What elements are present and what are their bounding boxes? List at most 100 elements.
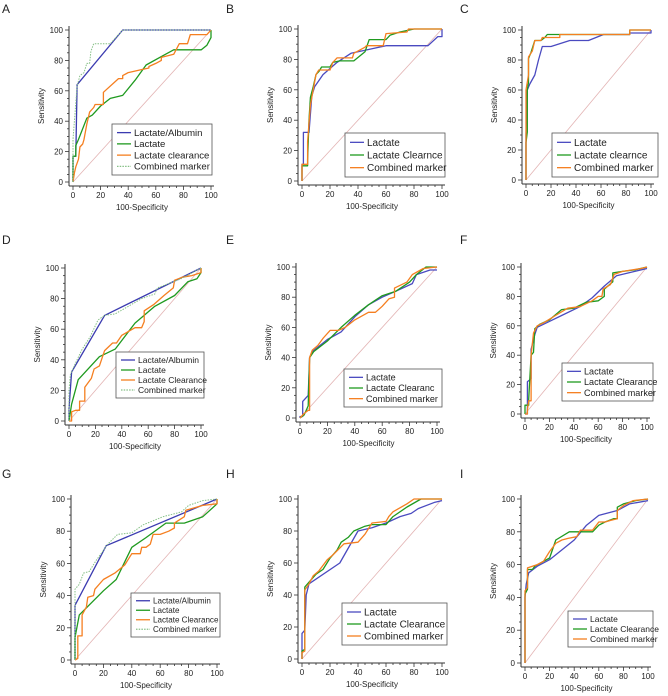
y-tick-label: 40 [506,351,515,360]
y-axis-label: Sensitivity [489,563,498,599]
y-tick-label: 0 [61,656,66,665]
roc-panel-c: C 0 20 40 60 80 100 0 20 40 60 80 100 100-Specificity… [460,2,659,210]
y-tick-label: 60 [283,559,292,568]
x-tick-label: 60 [156,669,165,678]
y-tick-label: 100 [279,495,293,504]
roc-curve-combined-marker [524,498,649,663]
roc-panel-f: F 0 20 40 60 80 100 0 20 40 60 80 100 100-Specificity… [460,233,657,444]
legend-label: Lactate [364,608,397,619]
y-tick-label: 40 [50,356,59,365]
y-tick-label: 60 [506,561,515,570]
legend-label: Lactate Clearnce [367,151,443,162]
legend-label: Lactate [590,614,618,624]
legend-label: Lactate/Albumin [134,128,202,139]
x-tick-label: 0 [524,189,529,198]
roc-panel-b: B 0 20 40 60 80 100 0 20 40 60 80 100 100-Specificity… [226,2,449,211]
roc-curve-combined-marker [525,29,651,180]
panel-letter: C [460,2,469,16]
x-tick-label: 100 [641,672,655,681]
x-axis-label: 100-Specificity [560,684,612,693]
y-tick-label: 0 [288,177,293,186]
x-tick-label: 20 [91,430,100,439]
y-axis-label: Sensitivity [489,322,498,358]
roc-curve-combined-marker [525,266,648,415]
x-tick-label: 100 [194,430,208,439]
x-tick-label: 80 [410,190,419,199]
legend-label: Lactate [367,138,400,149]
x-tick-label: 20 [323,427,332,436]
x-axis-label: 100-Specificity [342,439,394,448]
x-tick-label: 0 [67,430,72,439]
legend-label: Lactate [584,367,614,377]
roc-panel-i: I 0 20 40 60 80 100 0 20 40 60 80 100 100-Specificity… [460,467,659,693]
y-tick-label: 40 [56,592,65,601]
x-tick-label: 0 [73,669,78,678]
reference-line [68,267,202,422]
y-tick-label: 40 [283,591,292,600]
x-axis-label: 100-Specificity [562,201,614,210]
x-tick-label: 40 [354,190,363,199]
panel-letter: G [2,467,11,481]
roc-curve-lactate [74,499,218,660]
x-tick-label: 60 [594,672,603,681]
x-tick-label: 100 [210,669,224,678]
y-tick-label: 80 [283,55,292,64]
y-tick-label: 60 [56,559,65,568]
roc-curve-lactate-clearance [74,499,218,661]
legend-label: Combined marker [134,162,211,173]
reference-line [299,266,438,419]
legend-label: Combined marker [584,388,656,398]
x-tick-label: 60 [597,189,606,198]
x-tick-label: 40 [572,189,581,198]
reference-line [301,28,443,182]
x-tick-label: 60 [382,668,391,677]
x-tick-label: 0 [523,672,528,681]
x-tick-label: 40 [124,191,133,200]
x-tick-label: 40 [117,430,126,439]
legend-label: Combined marker [367,163,447,174]
x-tick-label: 20 [326,668,335,677]
y-tick-label: 40 [283,116,292,125]
legend-label: Lactate Clearance [153,616,219,625]
x-tick-label: 20 [96,191,105,200]
y-tick-label: 80 [283,527,292,536]
x-tick-label: 100 [435,190,449,199]
y-tick-label: 20 [283,147,292,156]
y-tick-label: 80 [281,293,290,302]
roc-curve-lactate [72,30,212,182]
y-tick-label: 80 [56,527,65,536]
legend-label: Lactate [138,365,166,375]
reference-line [525,29,652,181]
y-tick-label: 0 [286,414,291,423]
x-tick-label: 0 [71,191,76,200]
x-tick-label: 100 [435,668,449,677]
roc-curve-combined-marker [299,266,438,419]
x-axis-label: 100-Specificity [346,680,398,689]
roc-panel-a: A 0 20 40 60 80 100 0 20 40 60 80 100 100-Specificity… [2,2,218,212]
y-tick-label: 60 [507,86,516,95]
y-tick-label: 60 [281,323,290,332]
roc-panel-h: H 0 20 40 60 80 100 0 20 40 60 80 100 100-Specificity… [226,467,449,689]
y-tick-label: 100 [52,495,66,504]
roc-curve-lactate-clearance [69,268,202,422]
panel-letter: F [460,233,467,247]
legend-label: Lactate Clearance [364,620,446,631]
x-tick-label: 100 [644,189,658,198]
x-tick-label: 20 [99,669,108,678]
x-tick-label: 100 [204,191,218,200]
x-tick-label: 0 [300,668,305,677]
y-tick-label: 100 [503,26,517,35]
y-tick-label: 100 [46,264,60,273]
x-axis-label: 100-Specificity [109,442,161,451]
roc-curve-combined-marker [301,498,442,659]
panel-letter: D [2,233,11,247]
y-tick-label: 60 [283,86,292,95]
y-axis-label: Sensitivity [266,87,275,123]
legend-label: Lactate/Albumin [153,597,211,606]
reference-line [74,498,218,661]
